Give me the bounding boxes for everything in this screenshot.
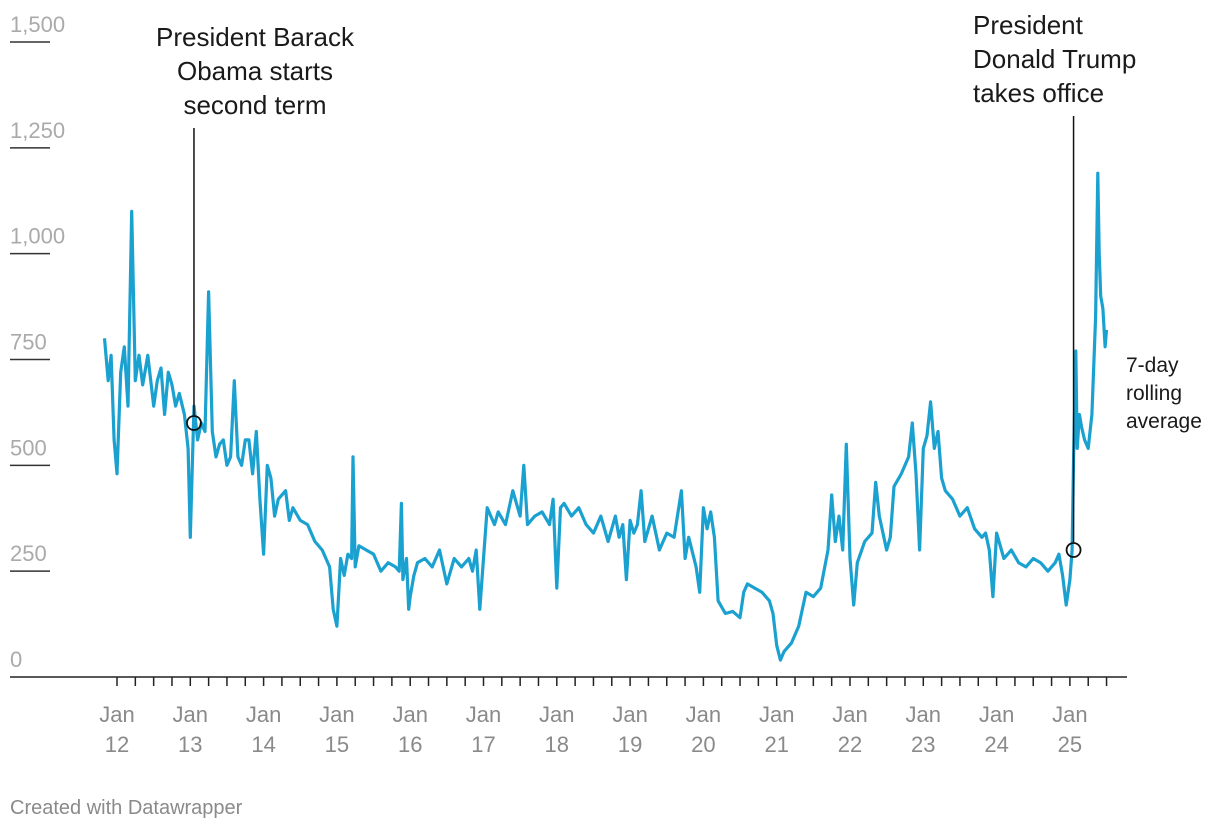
x-tick-label: 25 (1058, 732, 1082, 757)
series-label: 7-day rolling average (1126, 354, 1202, 433)
x-tick-label: 16 (398, 732, 422, 757)
plot-area (102, 171, 1109, 662)
annotation-marker (186, 415, 202, 431)
y-tick-label: 250 (10, 541, 47, 566)
annotation-marker (1065, 542, 1082, 558)
y-tick-label: 0 (10, 647, 22, 672)
x-tick-label: 12 (105, 732, 129, 757)
annotation-text: President (973, 10, 1084, 40)
series-line (102, 171, 1109, 662)
y-tick-label: 1,500 (10, 12, 65, 37)
series-label-text: 7-day (1126, 354, 1179, 377)
x-tick-label: Jan (173, 702, 208, 727)
credit-text: Created with Datawrapper (10, 797, 243, 819)
x-tick-label: 21 (764, 732, 788, 757)
annotation-text: second term (183, 90, 326, 120)
x-tick-label: 23 (911, 732, 935, 757)
x-tick-label: Jan (1052, 702, 1087, 727)
x-tick-label: Jan (539, 702, 574, 727)
y-tick-label: 750 (10, 330, 47, 355)
x-tick-label: Jan (906, 702, 941, 727)
series-label-text: average (1126, 410, 1202, 433)
y-tick-label: 1,250 (10, 118, 65, 143)
x-tick-label: Jan (759, 702, 794, 727)
x-tick-label: Jan (246, 702, 281, 727)
x-tick-label: Jan (686, 702, 721, 727)
x-tick-label: Jan (979, 702, 1014, 727)
x-tick-label: 13 (178, 732, 202, 757)
x-tick-label: 20 (691, 732, 715, 757)
x-tick-label: 18 (545, 732, 569, 757)
y-tick-label: 500 (10, 435, 47, 460)
x-axis: Jan 12 Jan 13 Jan 14 Jan 15 Jan 16 Jan 17 Jan 18 Jan 19… (10, 676, 1127, 757)
x-tick-label: 24 (984, 732, 1008, 757)
y-tick-label: 1,000 (10, 224, 65, 249)
annotation-text: Donald Trump (973, 44, 1136, 74)
x-tick-label: Jan (832, 702, 867, 727)
x-tick-label: 22 (838, 732, 862, 757)
annotation-text: takes office (973, 78, 1104, 108)
x-tick-label: 17 (471, 732, 495, 757)
x-tick-label: Jan (99, 702, 134, 727)
series-label-text: rolling (1126, 382, 1182, 405)
annotations: President Barack Obama starts second term P… (156, 10, 1136, 558)
x-tick-label: Jan (612, 702, 647, 727)
x-tick-label: Jan (466, 702, 501, 727)
annotation-text: Obama starts (177, 56, 333, 86)
annotation-text: President Barack (156, 22, 355, 52)
y-axis: 1,500 1,250 1,000 750 500 250 0 (10, 12, 65, 672)
x-tick-label: Jan (392, 702, 427, 727)
x-tick-label: 14 (251, 732, 275, 757)
x-tick-label: Jan (319, 702, 354, 727)
x-tick-label: 19 (618, 732, 642, 757)
x-tick-label: 15 (325, 732, 349, 757)
